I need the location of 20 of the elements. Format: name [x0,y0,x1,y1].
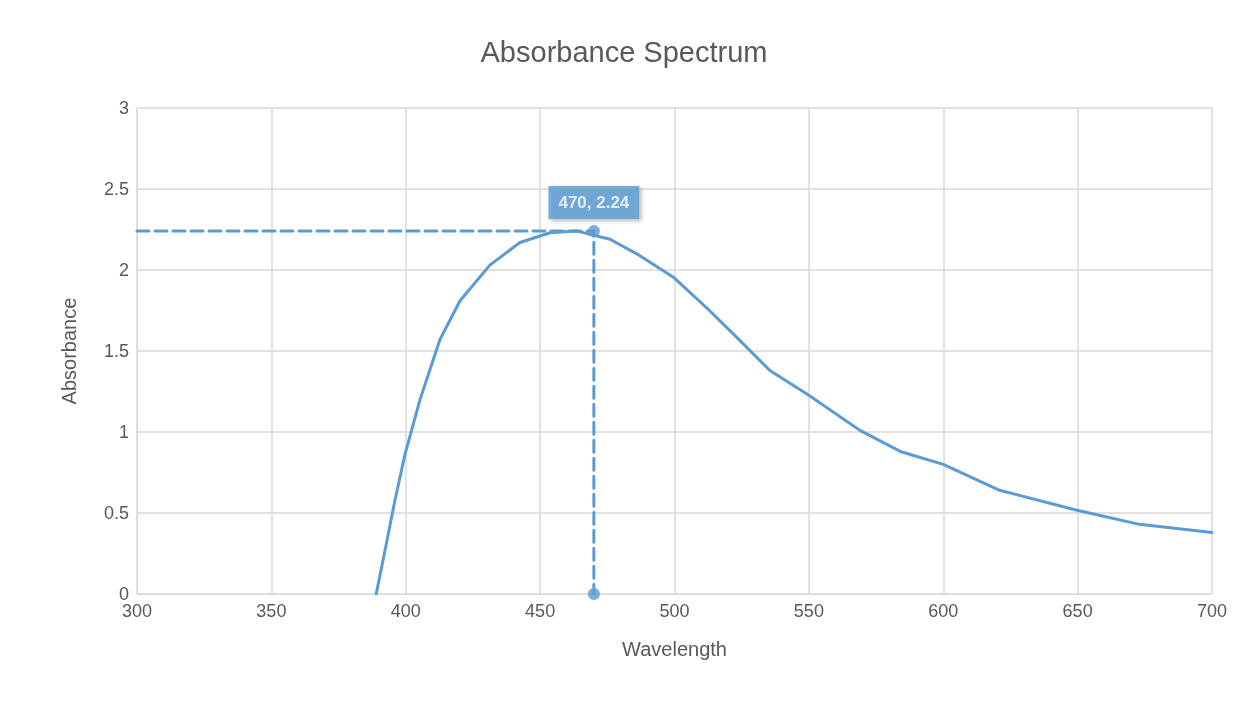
x-tick-label: 600 [928,601,959,621]
x-axis-title: Wavelength [622,638,727,660]
y-tick-label: 2 [118,260,129,280]
x-tick-label: 650 [1062,601,1093,621]
y-tick-label: 1.5 [103,341,129,361]
x-tick-label: 350 [256,601,287,621]
y-tick-label: 2.5 [103,179,129,199]
y-tick-label: 1 [118,422,129,442]
x-tick-label: 700 [1196,601,1228,621]
y-tick-label: 0 [118,584,129,604]
y-axis-title: Absorbance [58,297,80,405]
x-tick-label: 550 [793,601,824,621]
x-tick-label: 450 [525,601,556,621]
x-tick-label: 400 [390,601,421,621]
chart-title: Absorbance Spectrum [480,35,768,68]
data-label: 470, 2.24 [558,193,630,213]
y-tick-label: 0.5 [103,503,129,523]
x-tick-label: 300 [121,601,153,621]
y-tick-label: 3 [118,98,129,118]
x-tick-label: 500 [659,601,690,621]
